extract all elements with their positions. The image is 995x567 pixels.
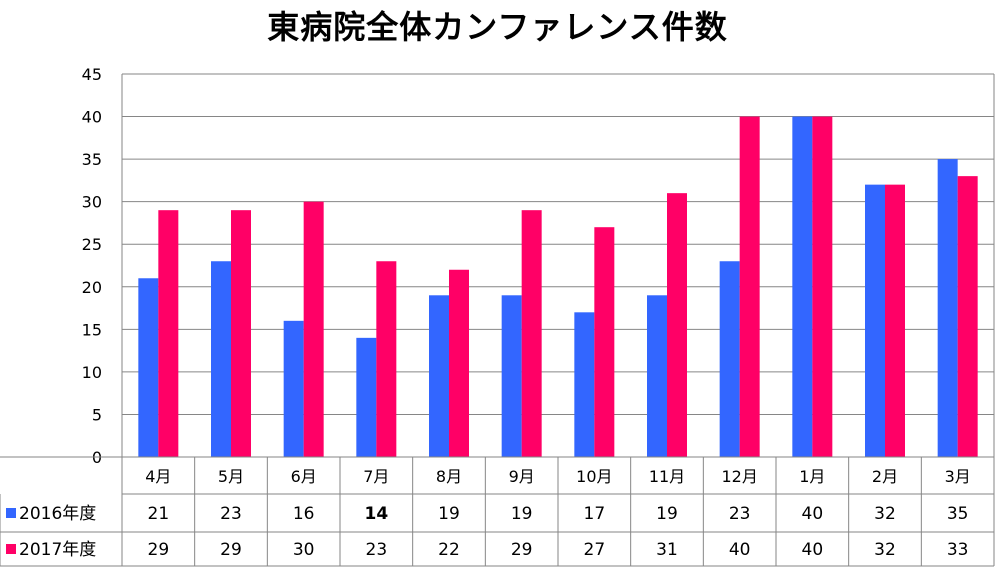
category-label: 12月 <box>721 467 757 486</box>
category-label: 4月 <box>145 467 171 486</box>
y-tick-label: 10 <box>82 363 102 382</box>
legend-swatch <box>6 508 16 518</box>
data-table-value: 14 <box>364 504 388 524</box>
y-tick-label: 40 <box>82 108 102 127</box>
data-table-value: 23 <box>366 540 388 560</box>
data-table-value: 27 <box>584 540 606 560</box>
data-table-value: 32 <box>874 540 896 560</box>
data-table-value: 31 <box>656 540 678 560</box>
legend-label: 2016年度 <box>19 504 96 524</box>
bar-2017 <box>885 184 905 457</box>
data-table-value: 32 <box>874 504 896 524</box>
y-tick-label: 20 <box>82 278 102 297</box>
bar-2017 <box>957 176 978 457</box>
bar-2017 <box>667 193 687 457</box>
bar-2017 <box>594 227 615 457</box>
data-table-value: 40 <box>802 504 824 524</box>
bar-2016 <box>647 295 667 457</box>
bar-2016 <box>429 295 449 457</box>
bar-2016 <box>719 261 740 457</box>
bar-2016 <box>501 295 522 457</box>
data-table-value: 17 <box>584 504 606 524</box>
bar-2016 <box>792 116 813 458</box>
data-table-value: 23 <box>729 504 751 524</box>
bar-2017 <box>812 116 833 458</box>
data-table-value: 19 <box>511 504 533 524</box>
bar-2017 <box>231 210 251 457</box>
bar-2017 <box>303 201 324 457</box>
data-table-value: 29 <box>148 540 170 560</box>
data-table-value: 23 <box>220 504 242 524</box>
legend-swatch <box>6 544 16 554</box>
category-label: 5月 <box>218 467 244 486</box>
bar-2016 <box>283 320 304 457</box>
y-tick-label: 25 <box>82 235 102 254</box>
category-label: 1月 <box>799 467 825 486</box>
y-tick-label: 5 <box>92 405 102 424</box>
data-table-value: 22 <box>438 540 460 560</box>
category-label: 2月 <box>872 467 898 486</box>
data-table-value: 16 <box>293 504 315 524</box>
bar-2016 <box>865 184 885 457</box>
category-label: 10月 <box>576 467 612 486</box>
bar-2017 <box>739 116 760 458</box>
category-label: 3月 <box>945 467 971 486</box>
data-table-value: 35 <box>947 504 969 524</box>
data-table-value: 29 <box>220 540 242 560</box>
data-table-value: 40 <box>729 540 751 560</box>
category-label: 7月 <box>363 467 389 486</box>
y-tick-label: 45 <box>82 65 102 84</box>
data-table-value: 19 <box>656 504 678 524</box>
bar-2016 <box>138 278 159 457</box>
legend-label: 2017年度 <box>19 540 96 560</box>
bar-2017 <box>158 210 179 457</box>
y-tick-label: 30 <box>82 193 102 212</box>
data-table-value: 40 <box>802 540 824 560</box>
data-table-value: 19 <box>438 504 460 524</box>
data-table-value: 21 <box>148 504 170 524</box>
category-label: 9月 <box>509 467 535 486</box>
category-label: 11月 <box>649 467 685 486</box>
bar-2017 <box>449 269 469 457</box>
y-tick-label: 15 <box>82 320 102 339</box>
category-label: 8月 <box>436 467 462 486</box>
y-tick-label: 35 <box>82 150 102 169</box>
bar-2016 <box>356 337 377 457</box>
bar-2016 <box>211 261 231 457</box>
data-table-value: 30 <box>293 540 315 560</box>
bar-2016 <box>937 159 958 457</box>
bar-2017 <box>521 210 542 457</box>
bar-2017 <box>376 261 397 457</box>
data-table-value: 29 <box>511 540 533 560</box>
data-table-value: 33 <box>947 540 969 560</box>
chart-title: 東病院全体カンファレンス件数 <box>267 8 728 46</box>
bar-2016 <box>574 312 595 457</box>
category-label: 6月 <box>291 467 317 486</box>
